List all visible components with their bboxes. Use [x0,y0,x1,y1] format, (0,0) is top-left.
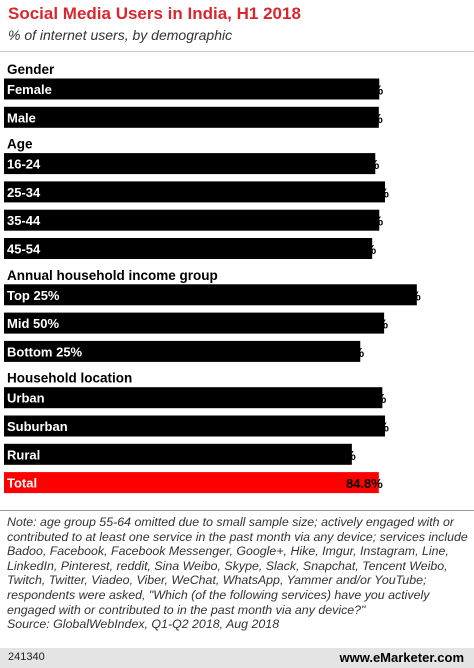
bar-label-age-35-44: 35-44 [7,213,41,228]
bar-annual-household-income-group-mid-50pct [4,312,385,334]
bar-value-gender-female: 84.9% [346,83,383,98]
bar-value-annual-household-income-group-bottom-25pct: 80.6% [327,345,364,360]
bar-label-age-45-54: 45-54 [7,242,41,257]
bar-label-age-16-24: 16-24 [7,157,41,172]
bar-value-age-35-44: 84.9% [346,214,383,229]
bar-label-gender-female: Female [7,82,52,97]
bar-gender-male [4,106,379,128]
chart-note: Note: age group 55-64 omitted due to sma… [7,515,469,632]
bar-value-age-45-54: 83.3% [339,242,376,257]
group-label-annual-household-income-group: Annual household income group [7,268,218,283]
bar-age-25-34 [4,181,386,203]
bar-label-gender-male: Male [7,110,36,125]
bar-label-annual-household-income-group-top-25pct: Top 25% [7,288,60,303]
chart-title: Social Media Users in India, H1 2018 [8,4,301,23]
bar-annual-household-income-group-bottom-25pct [4,340,361,362]
bar-age-35-44 [4,209,380,231]
brand-logo: www.eMarketer.com [339,650,464,665]
bar-label-age-25-34: 25-34 [7,185,41,200]
bar-value-gender-male: 84.8% [346,111,383,126]
bar-age-16-24 [4,153,376,175]
bar-household-location-rural [4,443,352,465]
group-label-age: Age [7,137,33,152]
bar-label-household-location-suburban: Suburban [7,419,68,434]
group-label-gender: Gender [7,62,55,77]
bar-value-household-location-urban: 85.6% [349,391,386,406]
group-label-household-location: Household location [7,371,132,386]
chart-subtitle: % of internet users, by demographic [8,27,233,43]
bar-value-age-25-34: 86.2% [352,185,389,200]
bar-label-household-location-rural: Rural [7,447,40,462]
footer-bar: 241340 www.eMarketer.com [0,648,474,668]
note-divider [0,510,474,511]
bar-gender-female [4,78,380,100]
bar-label-household-location-urban: Urban [7,391,45,406]
note-text: Note: age group 55-64 omitted due to sma… [7,515,468,617]
chart-id: 241340 [8,651,45,663]
bar-value-household-location-suburban: 86.2% [352,420,389,435]
bar-value-household-location-rural: 78.7% [319,448,356,463]
bar-value-total: 84.8% [346,476,383,491]
bar-household-location-urban [4,387,383,409]
bar-label-annual-household-income-group-bottom-25pct: Bottom 25% [7,344,83,359]
source-text: Source: GlobalWebIndex, Q1-Q2 2018, Aug … [7,617,280,632]
bar-value-annual-household-income-group-top-25pct: 93.4% [384,288,421,303]
title-divider [0,51,474,52]
bar-label-annual-household-income-group-mid-50pct: Mid 50% [7,316,59,331]
bar-value-annual-household-income-group-mid-50pct: 86.0% [351,317,388,332]
bar-value-age-16-24: 84.0% [342,157,379,172]
bar-total [4,472,379,494]
bar-age-45-54 [4,238,373,259]
bar-chart: Gender Female 84.9% Male 84.8% Age 16-24 84.0% 2… [4,62,421,494]
bar-household-location-suburban [4,415,386,437]
bar-label-total: Total [7,476,37,491]
bar-annual-household-income-group-top-25pct [4,284,417,306]
